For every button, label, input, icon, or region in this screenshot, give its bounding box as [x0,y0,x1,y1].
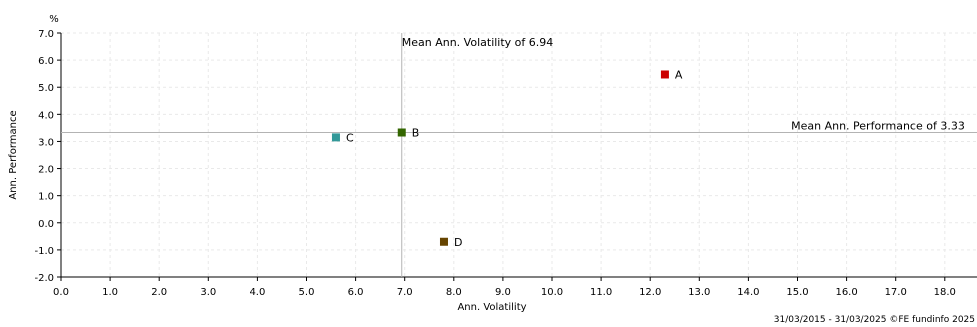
x-tick-label: 18.0 [934,287,956,298]
point-label-c: C [346,131,354,144]
x-tick-label: 5.0 [299,287,315,298]
y-tick-label: 0.0 [38,219,54,230]
x-tick-label: 17.0 [885,287,907,298]
x-tick-label: 6.0 [348,287,364,298]
x-axis-label: Ann. Volatility [457,302,526,313]
x-tick-label: 4.0 [249,287,265,298]
point-label-a: A [675,68,683,81]
grid [61,32,977,277]
x-tick-label: 1.0 [102,287,118,298]
y-ticks: -2.0 -1.0 0.0 1.0 2.0 3.0 4.0 5.0 6.0 7.0 [34,29,61,284]
y-axis-label: Ann. Performance [8,110,19,199]
data-points: A B C D [331,68,683,249]
axes [60,33,977,278]
x-tick-label: 8.0 [446,287,462,298]
mean-lines: Mean Ann. Volatility of 6.94 Mean Ann. P… [61,33,977,277]
x-tick-label: 15.0 [786,287,808,298]
mean-performance-label: Mean Ann. Performance of 3.33 [791,119,965,132]
point-c [331,133,340,142]
point-b [397,128,406,137]
point-label-d: D [454,236,462,249]
x-tick-label: 2.0 [151,287,167,298]
x-tick-label: 9.0 [495,287,511,298]
x-tick-label: 14.0 [737,287,759,298]
y-tick-label: -1.0 [34,246,54,257]
mean-volatility-label: Mean Ann. Volatility of 6.94 [402,36,554,49]
y-tick-label: 2.0 [38,165,54,176]
y-tick-label: 5.0 [38,83,54,94]
y-tick-label: 7.0 [38,29,54,40]
y-tick-label: 4.0 [38,110,54,121]
y-unit-label: % [49,14,59,25]
x-tick-label: 0.0 [53,287,69,298]
y-tick-label: -2.0 [34,273,54,284]
y-tick-label: 1.0 [38,192,54,203]
point-label-b: B [412,126,420,139]
x-tick-label: 11.0 [590,287,612,298]
x-tick-label: 12.0 [639,287,661,298]
x-ticks: 0.0 1.0 2.0 3.0 4.0 5.0 6.0 7.0 8.0 9.0 10.0 11.0 12… [53,277,956,298]
point-d [439,237,448,246]
y-tick-label: 3.0 [38,137,54,148]
x-tick-label: 3.0 [200,287,216,298]
point-a [660,70,669,79]
x-tick-label: 16.0 [835,287,857,298]
x-tick-label: 13.0 [688,287,710,298]
x-tick-label: 7.0 [397,287,413,298]
y-tick-label: 6.0 [38,56,54,67]
footer-text: 31/03/2015 - 31/03/2025 ©FE fundinfo 202… [774,315,975,325]
x-tick-label: 10.0 [541,287,563,298]
